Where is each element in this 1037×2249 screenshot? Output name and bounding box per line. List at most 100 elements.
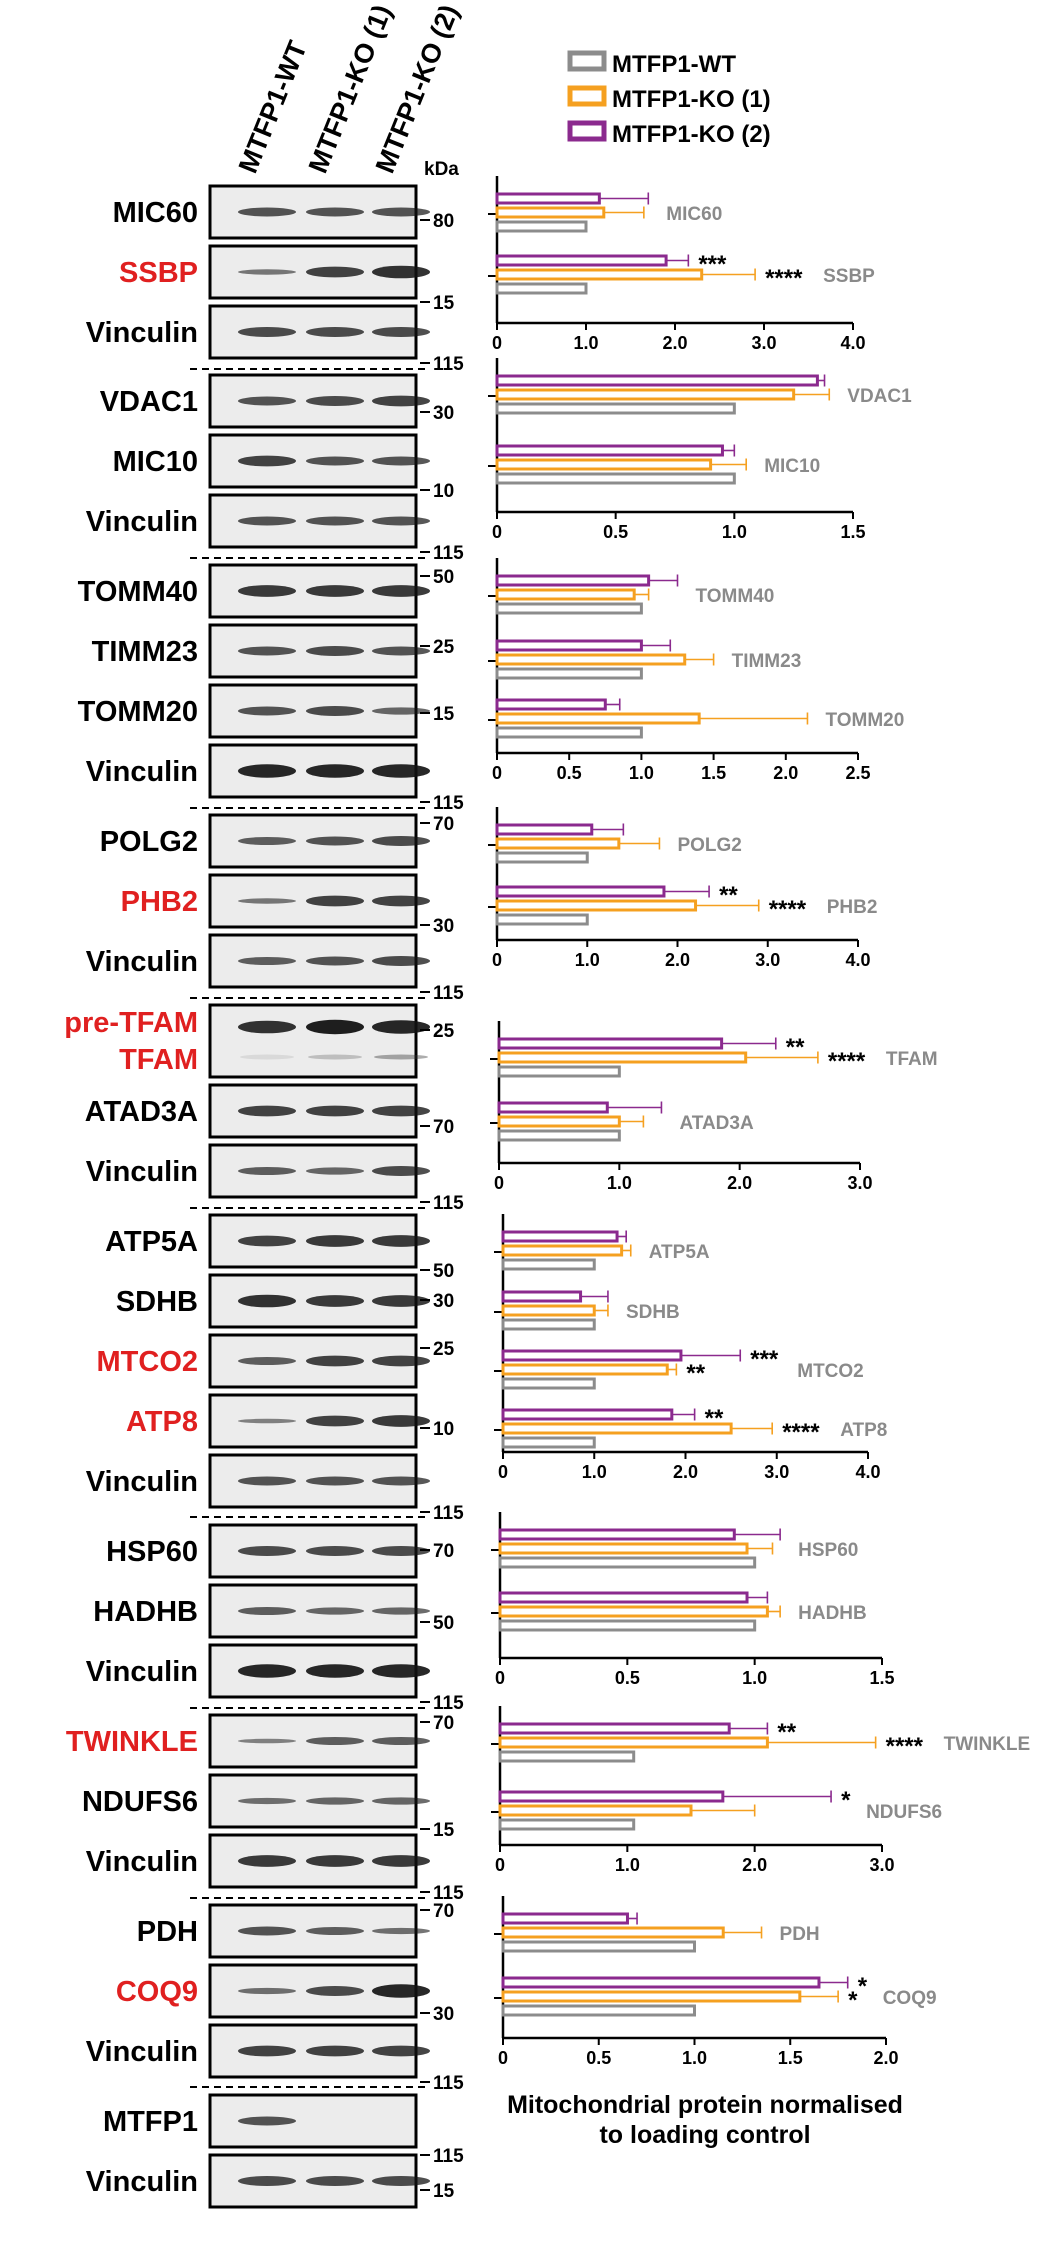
- band: [238, 1418, 296, 1424]
- band: [306, 516, 364, 526]
- x-tick-label: 1.0: [682, 2048, 707, 2068]
- x-tick-label: 1.5: [869, 1668, 894, 1688]
- caption: Mitochondrial protein normalised to load…: [507, 2091, 903, 2149]
- band: [372, 1927, 430, 1935]
- blot-vinculin-26: Vinculin 115: [86, 1833, 464, 1904]
- kda-marker: 25: [433, 1339, 455, 1360]
- x-tick-label: 2.0: [742, 1855, 767, 1875]
- band: [372, 516, 430, 526]
- kda-marker: 25: [433, 637, 455, 658]
- band: [372, 207, 430, 217]
- significance-phb2-mtfp1-ko-2: **: [719, 882, 738, 909]
- band: [238, 2176, 296, 2186]
- band: [372, 956, 430, 966]
- category-label-timm23: TIMM23: [732, 651, 802, 672]
- bar-twinkle-mtfp1-ko-1: [498, 1736, 769, 1749]
- kda-marker: 10: [433, 481, 454, 502]
- x-tick-label: 1.0: [582, 1462, 607, 1482]
- x-tick-label: 2.0: [665, 950, 690, 970]
- bar-polg2-mtfp1-ko-1: [495, 837, 621, 850]
- band: [238, 956, 296, 966]
- blot-label: VDAC1: [100, 386, 198, 418]
- x-tick-label: 1.0: [742, 1668, 767, 1688]
- kda-marker: 70: [433, 814, 454, 835]
- x-tick-label: 3.0: [764, 1462, 789, 1482]
- band: [306, 1167, 364, 1175]
- band: [372, 1855, 430, 1867]
- band: [372, 585, 430, 597]
- significance-atp8-mtfp1-ko-1: ****: [782, 1419, 820, 1446]
- kda-marker: 15: [433, 1820, 455, 1841]
- x-tick-label: 2.0: [662, 333, 687, 353]
- band: [372, 836, 430, 846]
- bar-atp8-mtfp1-ko-2: [501, 1408, 674, 1421]
- bar-mic10-mtfp1-ko-1: [495, 458, 713, 471]
- band: [238, 898, 296, 904]
- band: [238, 2045, 296, 2057]
- bar-atp5a-mtfp1-wt: [501, 1258, 596, 1271]
- band: [238, 1294, 296, 1308]
- blot-ssbp-1: SSBP 15: [119, 244, 455, 314]
- band: [306, 706, 364, 716]
- band: [238, 1476, 296, 1486]
- bar-tomm40-mtfp1-ko-2: [495, 574, 651, 587]
- significance-mtco2-mtfp1-ko-1: **: [686, 1360, 705, 1387]
- band: [372, 1415, 430, 1427]
- x-tick-label: 0: [495, 1855, 505, 1875]
- x-tick-label: 0.5: [557, 763, 582, 783]
- bar-mic60-mtfp1-ko-2: [495, 192, 601, 205]
- blot-label: Vinculin: [86, 1656, 198, 1688]
- bar-tomm40-mtfp1-wt: [495, 602, 643, 615]
- bar-sdhb-mtfp1-ko-2: [501, 1290, 583, 1303]
- bar-atp5a-mtfp1-ko-1: [501, 1244, 624, 1257]
- blot-vinculin-12: Vinculin 115: [86, 933, 464, 1004]
- significance-tfam-mtfp1-ko-1: ****: [828, 1048, 866, 1075]
- band: [372, 1166, 430, 1176]
- bar-pdh-mtfp1-ko-2: [501, 1912, 629, 1925]
- blot-label: Vinculin: [86, 317, 198, 349]
- band: [238, 764, 296, 778]
- blot-ndufs6-25: NDUFS6 15: [82, 1773, 455, 1841]
- bar-twinkle-mtfp1-wt: [498, 1750, 636, 1763]
- blot-mic60-0: MIC60 80: [113, 184, 454, 240]
- x-tick-label: 0: [492, 763, 502, 783]
- blot-label: POLG2: [100, 826, 198, 858]
- blot-tomm40-6: TOMM40 50: [78, 563, 454, 619]
- blot-label: TIMM23: [92, 636, 198, 668]
- legend-label-ko2: MTFP1-KO (2): [612, 121, 771, 148]
- category-label-ndufs6: NDUFS6: [866, 1802, 942, 1823]
- bar-atad3a-mtfp1-wt: [497, 1129, 621, 1142]
- category-label-ssbp: SSBP: [823, 266, 875, 287]
- blot-label: COQ9: [116, 1976, 198, 2008]
- legend-label-wt: MTFP1-WT: [612, 51, 736, 78]
- band: [306, 327, 364, 337]
- bar-hsp60-mtfp1-wt: [498, 1556, 757, 1569]
- band: [374, 1054, 428, 1060]
- blot-label: pre-TFAM: [64, 1007, 198, 1039]
- band: [372, 1797, 430, 1805]
- blot-label: ATAD3A: [85, 1096, 198, 1128]
- bar-chart-7: 0 1.0 2.0 3.0****** TWINKLE* NDUFS6: [491, 1706, 1030, 1875]
- bar-sdhb-mtfp1-ko-1: [501, 1304, 596, 1317]
- legend-swatch-ko1: [567, 85, 607, 107]
- band: [238, 1926, 296, 1936]
- blot-label: PHB2: [121, 886, 198, 918]
- category-label-sdhb: SDHB: [626, 1302, 680, 1323]
- blot-label: NDUFS6: [82, 1786, 198, 1818]
- blot-label: ATP8: [126, 1406, 198, 1438]
- blot-vinculin-9: Vinculin 115: [86, 743, 464, 814]
- x-tick-label: 2.0: [673, 1462, 698, 1482]
- blot-timm23-7: TIMM23 25: [92, 623, 455, 679]
- legend: MTFP1-WT MTFP1-KO (1) MTFP1-KO (2): [567, 50, 771, 148]
- blot-label: HSP60: [106, 1536, 198, 1568]
- x-tick-label: 3.0: [755, 950, 780, 970]
- kda-marker: 80: [433, 211, 454, 232]
- bar-polg2-mtfp1-ko-2: [495, 823, 594, 836]
- bar-atad3a-mtfp1-ko-1: [497, 1115, 621, 1128]
- bar-tfam-mtfp1-ko-2: [497, 1037, 724, 1050]
- blot-label: MTCO2: [97, 1346, 199, 1378]
- significance-tfam-mtfp1-ko-2: **: [786, 1034, 805, 1061]
- band: [238, 585, 296, 597]
